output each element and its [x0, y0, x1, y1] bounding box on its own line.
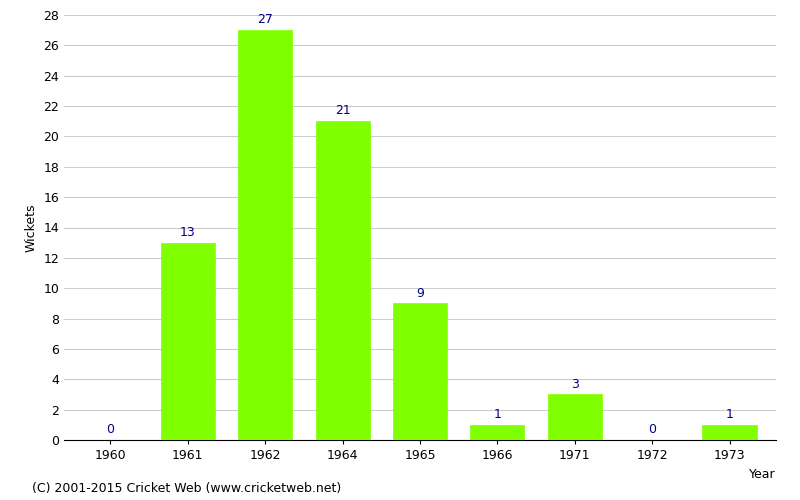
Text: 21: 21 — [334, 104, 350, 118]
Bar — [393, 304, 447, 440]
Text: 0: 0 — [648, 423, 656, 436]
Y-axis label: Wickets: Wickets — [25, 203, 38, 252]
Bar — [702, 425, 757, 440]
Text: 3: 3 — [571, 378, 578, 390]
Text: 13: 13 — [180, 226, 196, 239]
Text: 1: 1 — [494, 408, 502, 421]
Text: 1: 1 — [726, 408, 734, 421]
Text: Year: Year — [750, 468, 776, 480]
Bar — [315, 122, 370, 440]
Text: (C) 2001-2015 Cricket Web (www.cricketweb.net): (C) 2001-2015 Cricket Web (www.cricketwe… — [32, 482, 342, 495]
Text: 0: 0 — [106, 423, 114, 436]
Text: 9: 9 — [416, 286, 424, 300]
Text: 27: 27 — [258, 14, 273, 26]
Bar — [238, 30, 292, 440]
Bar — [470, 425, 525, 440]
Bar — [161, 242, 215, 440]
Bar — [548, 394, 602, 440]
